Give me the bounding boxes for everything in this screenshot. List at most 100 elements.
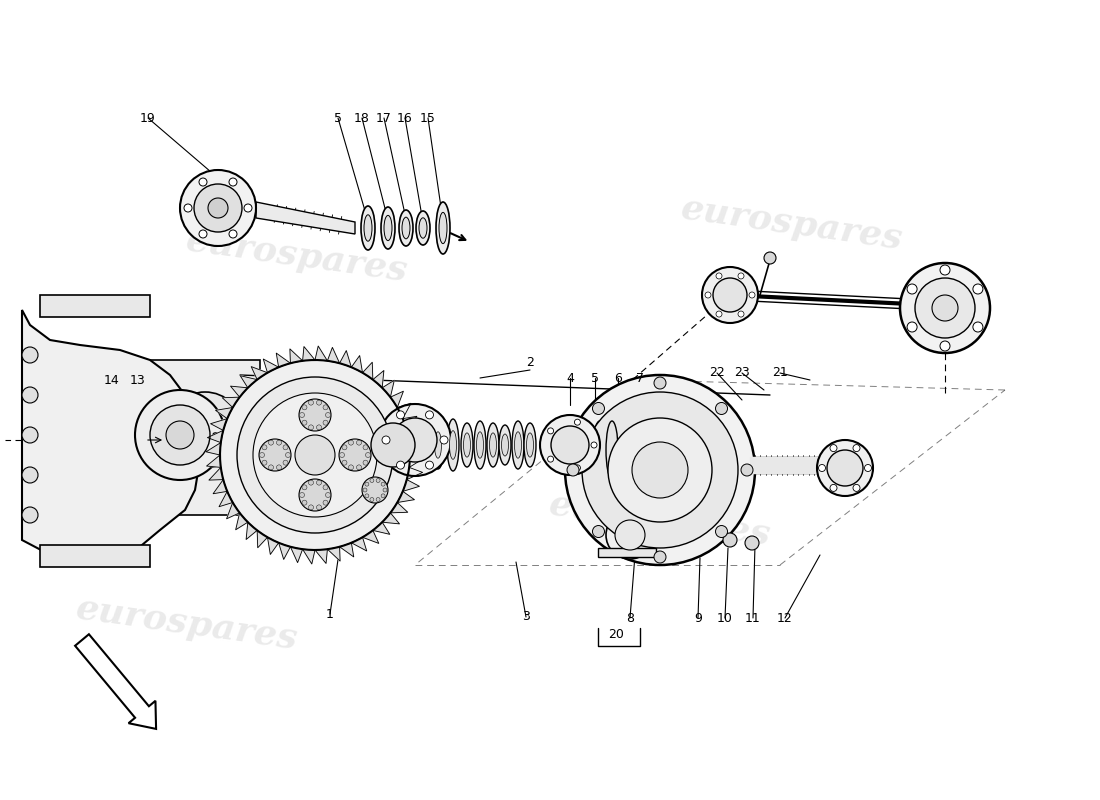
Circle shape [308,425,314,430]
Text: 8: 8 [626,611,634,625]
Polygon shape [216,407,233,418]
Circle shape [818,465,825,471]
Circle shape [299,399,331,431]
Polygon shape [390,391,404,407]
Circle shape [363,445,368,450]
Circle shape [299,493,305,498]
Circle shape [323,405,328,410]
Text: 5: 5 [591,371,600,385]
Text: 14: 14 [104,374,120,386]
Circle shape [574,419,581,425]
Circle shape [167,392,243,468]
Polygon shape [407,467,422,479]
Circle shape [940,341,950,351]
Circle shape [376,478,381,482]
Circle shape [827,450,864,486]
Bar [140,360,260,515]
Circle shape [22,387,38,403]
Text: 19: 19 [140,111,156,125]
Circle shape [606,511,654,559]
Ellipse shape [402,218,410,238]
Circle shape [22,347,38,363]
Circle shape [260,453,264,458]
Ellipse shape [361,206,375,250]
Polygon shape [257,530,267,548]
Polygon shape [207,455,221,467]
Circle shape [262,460,267,465]
Ellipse shape [463,433,471,457]
Circle shape [383,488,387,492]
Circle shape [738,311,744,317]
Bar [40,295,150,317]
Polygon shape [407,430,421,442]
Circle shape [440,436,448,444]
Text: 4: 4 [566,371,574,385]
Polygon shape [403,416,417,430]
Circle shape [865,465,871,471]
Circle shape [302,500,307,505]
Circle shape [262,445,267,450]
Polygon shape [382,380,394,397]
Ellipse shape [439,212,447,243]
Circle shape [299,479,331,511]
Polygon shape [351,538,366,551]
Circle shape [426,411,433,419]
Ellipse shape [436,202,450,254]
Ellipse shape [620,432,630,474]
Text: 18: 18 [354,111,370,125]
Circle shape [356,440,362,445]
Circle shape [566,464,579,476]
Circle shape [236,377,393,533]
Circle shape [180,170,256,246]
Ellipse shape [434,432,441,458]
Circle shape [244,204,252,212]
Ellipse shape [527,433,534,457]
Circle shape [363,488,367,492]
Circle shape [381,494,385,498]
Ellipse shape [381,207,395,249]
Circle shape [317,505,321,510]
Circle shape [323,420,328,425]
Circle shape [308,480,314,485]
Text: eurospares: eurospares [74,591,300,657]
Polygon shape [328,347,340,363]
Circle shape [396,461,405,469]
Text: 12: 12 [777,611,793,625]
Circle shape [283,445,288,450]
Circle shape [713,278,747,312]
Circle shape [379,404,451,476]
Text: 15: 15 [420,111,436,125]
Circle shape [551,426,588,464]
Circle shape [817,440,873,496]
Circle shape [582,392,738,548]
Circle shape [749,292,755,298]
Circle shape [135,390,226,480]
Circle shape [741,464,754,476]
Ellipse shape [487,423,499,467]
Bar [598,548,656,557]
Polygon shape [363,530,378,543]
Circle shape [608,418,712,522]
Ellipse shape [502,434,508,456]
Circle shape [908,322,917,332]
Circle shape [548,456,553,462]
Circle shape [426,461,433,469]
Circle shape [339,439,371,471]
Text: eurospares: eurospares [547,487,773,553]
Circle shape [365,453,371,458]
Text: 23: 23 [734,366,750,379]
Circle shape [381,482,385,486]
Polygon shape [219,491,233,506]
Ellipse shape [364,214,372,242]
Ellipse shape [447,419,459,471]
Circle shape [295,435,336,475]
Circle shape [972,284,983,294]
Polygon shape [403,479,419,491]
Circle shape [972,322,983,332]
Circle shape [591,442,597,448]
Circle shape [915,278,975,338]
Polygon shape [263,359,278,373]
Circle shape [194,184,242,232]
Text: 7: 7 [636,371,644,385]
Circle shape [654,551,666,563]
